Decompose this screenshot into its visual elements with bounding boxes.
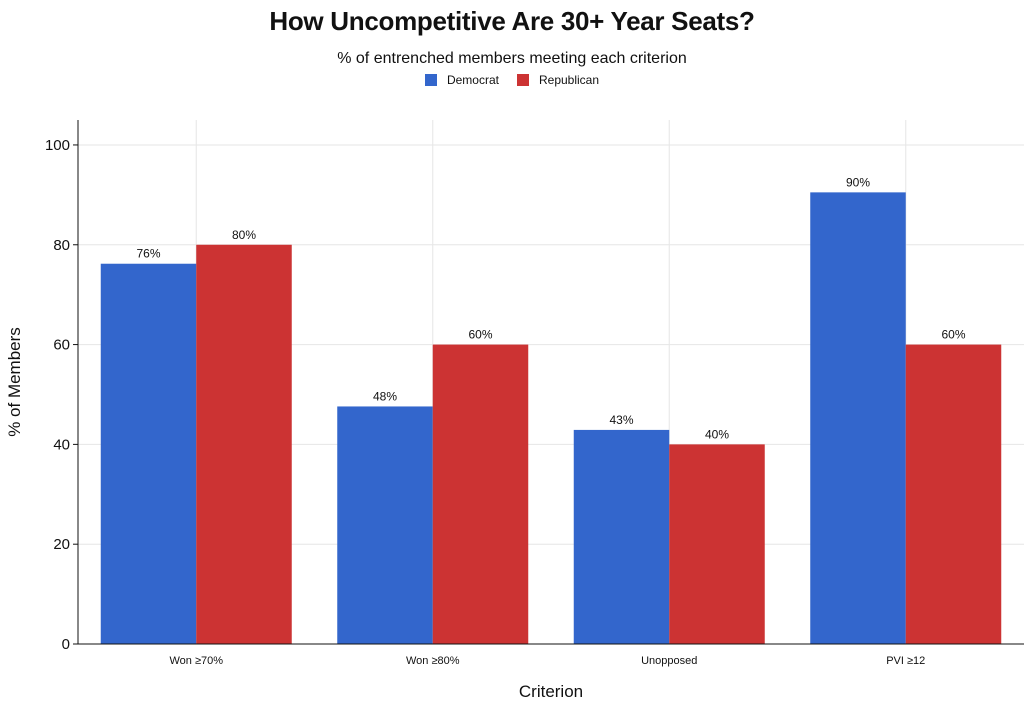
chart-subtitle: % of entrenched members meeting each cri… bbox=[337, 50, 687, 67]
data-label-democrat-1: 48% bbox=[373, 389, 397, 403]
bar-democrat-1 bbox=[337, 406, 433, 644]
legend-item-republican: Republican bbox=[516, 73, 600, 87]
bar-republican-2 bbox=[669, 444, 765, 644]
bar-democrat-3 bbox=[810, 192, 906, 644]
legend-label-democrat: Democrat bbox=[446, 73, 499, 87]
y-tick-label-1: 20 bbox=[53, 536, 70, 553]
y-tick-label-3: 60 bbox=[53, 337, 70, 354]
y-tick-label-5: 100 bbox=[45, 137, 70, 154]
legend-swatch-republican bbox=[516, 74, 529, 86]
data-label-democrat-3: 90% bbox=[846, 175, 870, 189]
chart-title: How Uncompetitive Are 30+ Year Seats? bbox=[269, 6, 755, 36]
bar-republican-0 bbox=[196, 244, 292, 644]
data-label-democrat-0: 76% bbox=[136, 247, 160, 261]
legend-item-democrat: Democrat bbox=[424, 73, 499, 87]
bar-republican-3 bbox=[905, 344, 1002, 644]
y-tick-label-4: 80 bbox=[53, 237, 70, 254]
legend-label-republican: Republican bbox=[538, 73, 600, 87]
y-tick-label-0: 0 bbox=[62, 636, 70, 653]
data-label-democrat-2: 43% bbox=[609, 413, 633, 427]
x-tick-label-1: Won ≥80% bbox=[406, 655, 460, 667]
data-label-republican-3: 60% bbox=[941, 328, 965, 342]
y-axis-title: % of Members bbox=[5, 327, 24, 437]
bar-republican-1 bbox=[432, 344, 529, 644]
x-tick-label-0: Won ≥70% bbox=[169, 655, 223, 667]
legend-swatch-democrat bbox=[424, 74, 437, 86]
bar-democrat-2 bbox=[573, 429, 670, 644]
data-label-republican-2: 40% bbox=[705, 427, 729, 441]
data-label-republican-1: 60% bbox=[468, 328, 492, 342]
data-label-republican-0: 80% bbox=[232, 228, 256, 242]
x-axis-title: Criterion bbox=[519, 682, 583, 701]
legend: Democrat Republican bbox=[0, 73, 1024, 87]
y-tick-label-2: 40 bbox=[53, 436, 70, 453]
x-tick-label-2: Unopposed bbox=[641, 655, 697, 667]
bar-democrat-0 bbox=[100, 263, 197, 644]
x-tick-label-3: PVI ≥12 bbox=[886, 655, 925, 667]
